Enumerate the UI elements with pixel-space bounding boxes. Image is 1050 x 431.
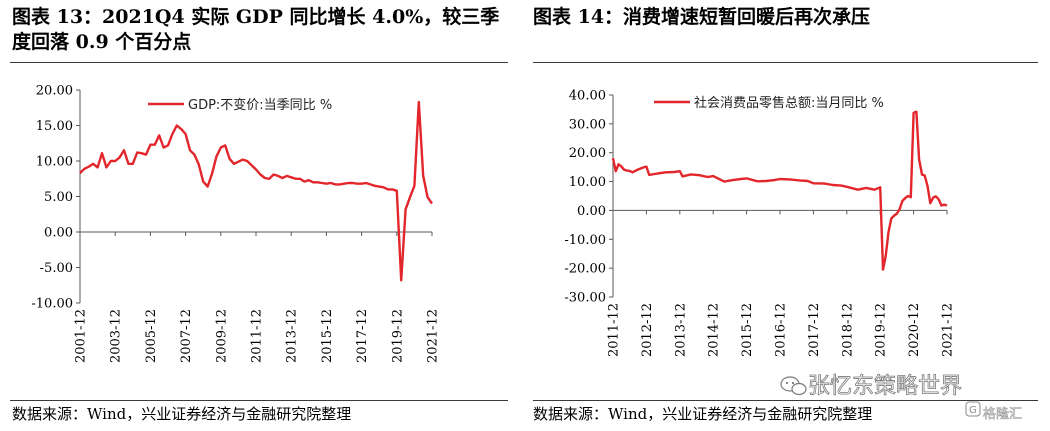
left-y-tick-label: -10.00 — [31, 297, 73, 312]
right-y-tick-label: -10.00 — [564, 233, 606, 248]
right-x-tick-label: 2018-12 — [840, 303, 855, 357]
right-x-tick-label: 2011-12 — [607, 303, 622, 357]
wechat-logo-icon — [780, 376, 807, 396]
right-x-tick-label: 2014-12 — [707, 303, 722, 357]
left-y-tick-label: 5.00 — [44, 190, 73, 205]
left-y-tick-label: 15.00 — [36, 119, 73, 134]
left-x-tick-label: 2001-12 — [74, 309, 89, 363]
right-chart-title: 图表 14：消费增速短暂回暖后再次承压 — [533, 6, 871, 28]
right-x-tick-label: 2020-12 — [907, 303, 922, 357]
left-x-tick-label: 2009-12 — [214, 309, 229, 363]
right-y-tick-label: 20.00 — [569, 146, 606, 161]
left-x-tick-label: 2021-12 — [426, 309, 441, 363]
left-bottom-divider — [10, 400, 508, 401]
watermark-corner-text: 格隆汇 — [983, 406, 1022, 422]
right-x-tick-label: 2021-12 — [941, 303, 956, 357]
right-x-tick-label: 2019-12 — [874, 303, 889, 357]
right-retail-chart: -30.00 -20.00 -10.00 0.00 10.00 20.00 30.00 40.… — [564, 89, 955, 358]
left-x-tick-label: 2011-12 — [250, 309, 265, 363]
right-y-tick-label: 40.00 — [569, 89, 606, 104]
left-x-tick-label: 2015-12 — [320, 309, 335, 363]
left-chart-title: 图表 13：2021Q4 实际 GDP 同比增长 4.0%，较三季度回落 0.9… — [12, 6, 500, 53]
right-x-tick-label: 2016-12 — [774, 303, 789, 357]
left-source-note: 数据来源：Wind，兴业证券经济与金融研究院整理 — [12, 405, 352, 423]
right-series-line — [611, 110, 948, 271]
watermark: 张忆东策略世界 G 格隆汇 — [780, 374, 1022, 422]
right-bottom-divider — [533, 400, 1038, 401]
left-top-divider — [10, 62, 508, 63]
right-x-tick-label: 2013-12 — [673, 303, 688, 357]
left-series-line — [79, 100, 433, 282]
right-x-tick-label: 2012-12 — [640, 303, 655, 357]
left-y-tick-label: 10.00 — [36, 155, 73, 170]
left-x-tick-label: 2007-12 — [179, 309, 194, 363]
left-y-tick-label: -5.00 — [40, 261, 73, 276]
right-legend-label: 社会消费品零售总额:当月同比 % — [694, 95, 884, 111]
right-y-tick-label: -30.00 — [564, 291, 606, 306]
left-gdp-chart: -10.00 -5.00 0.00 5.00 10.00 15.00 20.00 2001-1… — [31, 84, 440, 364]
left-y-tick-label: 0.00 — [44, 226, 73, 241]
left-legend-label: GDP:不变价:当季同比 % — [188, 97, 332, 113]
right-y-tick-label: 0.00 — [577, 204, 606, 219]
left-x-tick-label: 2013-12 — [285, 309, 300, 363]
right-top-divider — [533, 62, 1038, 63]
left-x-tick-label: 2017-12 — [355, 309, 370, 363]
svg-text:G: G — [969, 405, 977, 416]
right-y-tick-label: 30.00 — [569, 117, 606, 132]
right-y-tick-label: -20.00 — [564, 262, 606, 277]
left-y-tick-label: 20.00 — [36, 84, 73, 99]
left-x-tick-label: 2019-12 — [390, 309, 405, 363]
right-x-tick-label: 2015-12 — [740, 303, 755, 357]
right-source-note: 数据来源：Wind，兴业证券经济与金融研究院整理 — [533, 405, 873, 423]
left-x-tick-label: 2005-12 — [144, 309, 159, 363]
right-y-tick-label: 10.00 — [569, 175, 606, 190]
watermark-text: 张忆东策略世界 — [808, 374, 962, 399]
left-x-tick-label: 2003-12 — [109, 309, 124, 363]
gelonghui-logo-icon: G — [965, 401, 981, 417]
right-x-tick-label: 2017-12 — [807, 303, 822, 357]
